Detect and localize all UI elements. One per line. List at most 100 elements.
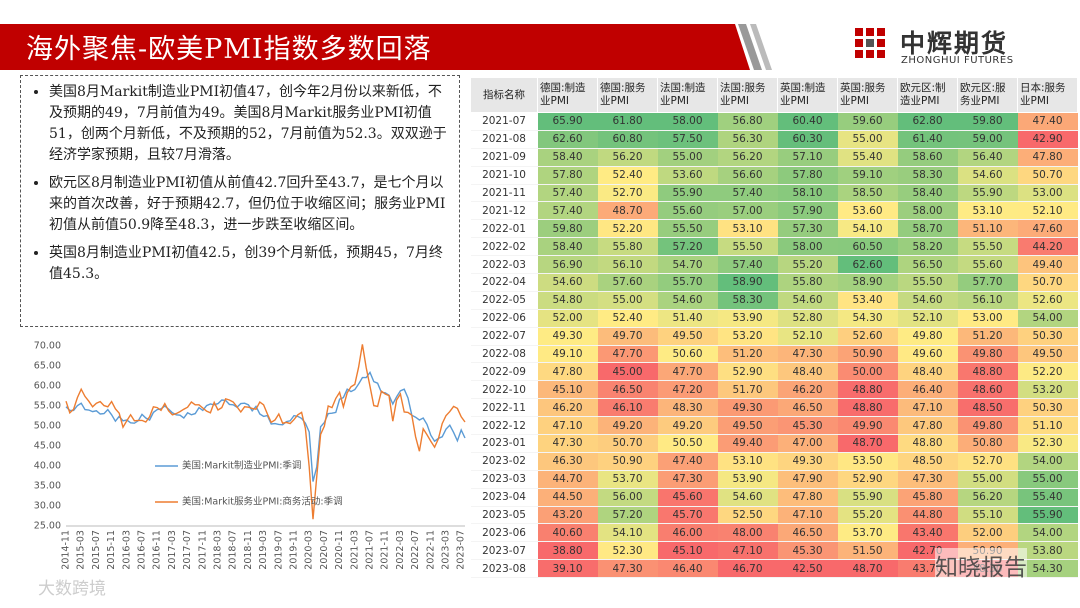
row-label: 2023-04 — [470, 488, 538, 507]
table-cell: 55.80 — [597, 237, 658, 257]
column-header: 日本:服务业PMI — [1017, 77, 1078, 113]
summary-box: 美国8月Markit制造业PMI初值47，创今年2月份以来新低，不及预期的49，… — [20, 75, 460, 327]
y-tick-label: 25.00 — [34, 521, 61, 532]
table-cell: 56.40 — [957, 148, 1018, 167]
slide-title: 海外聚焦-欧美PMI指数多数回落 — [26, 34, 432, 65]
table-cell: 52.90 — [717, 362, 778, 382]
table-cell: 46.50 — [777, 398, 838, 418]
table-cell: 49.80 — [897, 327, 958, 346]
table-cell: 46.30 — [537, 452, 598, 471]
table-cell: 49.50 — [717, 416, 778, 436]
x-tick-label: 2021-07 — [365, 530, 376, 570]
row-label: 2021-07 — [470, 112, 538, 131]
table-cell: 49.80 — [957, 416, 1018, 436]
table-cell: 50.90 — [597, 452, 658, 471]
table-cell: 55.00 — [957, 470, 1018, 489]
row-label: 2022-09 — [470, 362, 538, 382]
table-cell: 47.10 — [897, 398, 958, 418]
column-header: 法国:制造业PMI — [657, 77, 718, 113]
x-tick-label: 2014-11 — [61, 530, 72, 570]
column-header: 法国:服务业PMI — [717, 77, 778, 113]
table-cell: 58.30 — [897, 166, 958, 185]
table-cell: 57.40 — [717, 255, 778, 275]
table-cell: 44.80 — [897, 506, 958, 525]
table-cell: 57.00 — [717, 201, 778, 221]
table-cell: 47.30 — [597, 559, 658, 579]
row-label: 2022-02 — [470, 237, 538, 257]
x-tick-label: 2023-07 — [456, 530, 467, 570]
table-cell: 55.90 — [957, 184, 1018, 203]
x-tick-label: 2020-07 — [319, 530, 330, 570]
table-cell: 52.20 — [597, 219, 658, 239]
table-cell: 49.80 — [957, 345, 1018, 364]
x-tick-label: 2017-11 — [197, 530, 208, 570]
table-cell: 54.10 — [837, 219, 898, 239]
x-tick-label: 2016-11 — [152, 530, 163, 570]
x-tick-label: 2017-03 — [167, 530, 178, 570]
table-cell: 43.20 — [537, 506, 598, 525]
table-row: 2023-03 44.70 53.70 47.30 53.90 47.90 52.90 47.… — [470, 470, 1078, 489]
header-bar — [0, 24, 885, 70]
table-cell: 58.20 — [897, 237, 958, 257]
table-cell: 51.10 — [1017, 416, 1078, 436]
table-cell: 55.00 — [1017, 470, 1078, 489]
table-cell: 55.90 — [657, 184, 718, 203]
table-cell: 54.00 — [1017, 452, 1078, 471]
table-cell: 49.20 — [597, 416, 658, 436]
table-cell: 45.10 — [537, 380, 598, 400]
table-cell: 55.50 — [717, 237, 778, 257]
row-label: 2022-11 — [470, 398, 538, 418]
table-cell: 52.30 — [597, 541, 658, 561]
x-tick-label: 2022-03 — [395, 530, 406, 570]
table-cell: 57.50 — [657, 130, 718, 149]
table-cell: 54.30 — [837, 309, 898, 328]
table-cell: 53.20 — [717, 327, 778, 346]
row-label: 2021-09 — [470, 148, 538, 167]
table-cell: 60.30 — [777, 130, 838, 149]
table-cell: 46.40 — [657, 559, 718, 579]
table-cell: 51.20 — [957, 327, 1018, 346]
table-cell: 56.80 — [717, 112, 778, 131]
x-tick-label: 2016-03 — [121, 530, 132, 570]
table-cell: 53.90 — [717, 470, 778, 489]
table-cell: 60.40 — [777, 112, 838, 131]
table-row: 2021-08 62.60 60.80 57.50 56.30 60.30 55.00 61.… — [470, 130, 1078, 149]
table-row: 2022-07 49.30 49.70 49.50 53.20 52.10 52.60 49.… — [470, 327, 1078, 346]
line-chart: 25.00 30.00 35.00 40.00 45.00 50.00 55.00 60.00… — [34, 341, 467, 570]
table-cell: 47.10 — [717, 541, 778, 561]
table-cell: 48.70 — [837, 434, 898, 453]
table-cell: 50.30 — [1017, 327, 1078, 346]
table-row: 2022-11 46.20 46.10 48.30 49.30 46.50 48.80 47.… — [470, 398, 1078, 418]
row-label: 2022-08 — [470, 345, 538, 364]
table-cell: 47.10 — [777, 506, 838, 525]
stripe — [738, 24, 762, 70]
table-cell: 45.80 — [897, 488, 958, 507]
table-cell: 54.00 — [1017, 309, 1078, 328]
table-cell: 53.00 — [1017, 184, 1078, 203]
table-cell: 50.90 — [837, 345, 898, 364]
table-cell: 56.20 — [717, 148, 778, 167]
table-row: 2022-02 58.40 55.80 57.20 55.50 58.00 60.50 58.… — [470, 237, 1078, 257]
table-cell: 47.60 — [1017, 219, 1078, 239]
table-cell: 55.20 — [837, 506, 898, 525]
x-tick-label: 2023-03 — [441, 530, 452, 570]
table-cell: 58.00 — [657, 112, 718, 131]
table-cell: 55.20 — [777, 255, 838, 275]
y-tick-label: 55.00 — [34, 401, 61, 412]
table-cell: 62.80 — [897, 112, 958, 131]
table-row: 2022-09 47.80 45.00 47.70 52.90 48.40 50.00 48.… — [470, 362, 1078, 382]
table-cell: 54.00 — [1017, 523, 1078, 543]
table-cell: 55.00 — [837, 130, 898, 149]
table-cell: 56.30 — [717, 130, 778, 149]
table-cell: 48.40 — [897, 362, 958, 382]
logo-icon — [855, 28, 885, 58]
legend-label: 美国:Markit制造业PMI:季调 — [182, 460, 301, 472]
column-header: 德国:服务业PMI — [597, 77, 658, 113]
table-cell: 56.20 — [597, 148, 658, 167]
table-cell: 44.20 — [1017, 237, 1078, 257]
table-cell: 43.40 — [897, 523, 958, 543]
x-tick-label: 2015-11 — [106, 530, 117, 570]
table-cell: 39.10 — [537, 559, 598, 579]
table-cell: 53.20 — [1017, 380, 1078, 400]
